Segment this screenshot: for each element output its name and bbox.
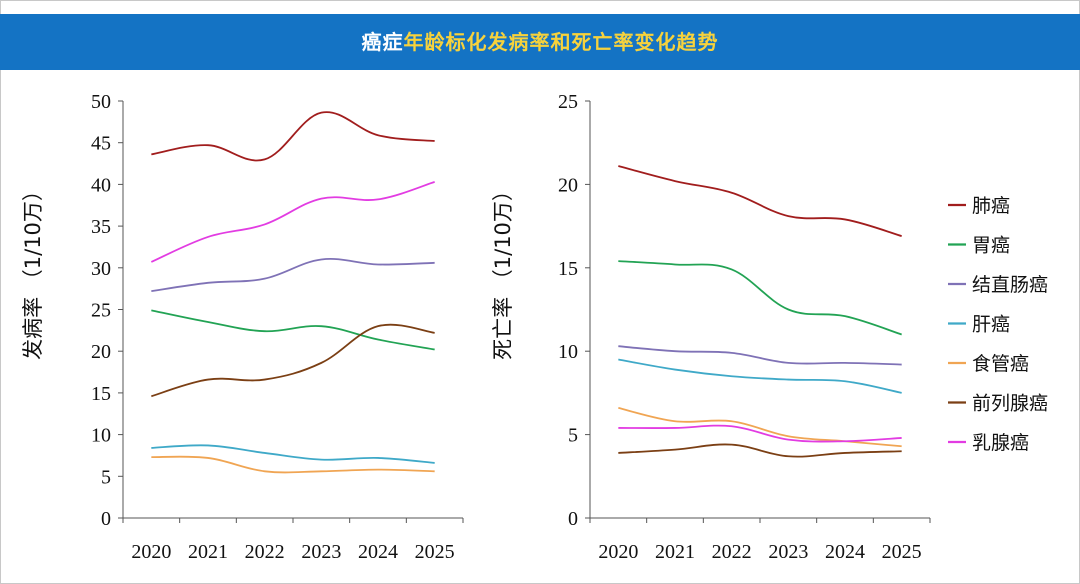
mortality-x-tick-label: 2020 — [598, 541, 638, 563]
mortality-series-line — [618, 443, 902, 458]
mortality-x-tick-label: 2024 — [825, 541, 865, 563]
incidence-y-tick-label: 10 — [91, 425, 111, 447]
incidence-series-line — [150, 181, 435, 263]
mortality-y-tick-label: 20 — [558, 174, 578, 196]
incidence-series-line — [151, 455, 435, 474]
incidence-y-tick-label: 5 — [101, 466, 111, 488]
incidence-series-line — [151, 323, 435, 398]
incidence-y-tick-label: 45 — [91, 133, 111, 155]
legend-label: 肝癌 — [972, 314, 1010, 336]
title-part-yellow: 年龄标化发病率和死亡率变化趋势 — [403, 30, 719, 54]
incidence-y-axis-title: 发病率 （1/10万） — [21, 180, 45, 360]
mortality-series-line — [618, 165, 902, 237]
mortality-x-tick-label: 2023 — [768, 541, 808, 563]
incidence-series-line — [151, 258, 435, 293]
incidence-y-tick-label: 35 — [91, 216, 111, 238]
mortality-y-tick-label: 5 — [568, 425, 578, 447]
legend-label: 前列腺癌 — [972, 393, 1048, 415]
mortality-series-line — [618, 345, 902, 366]
mortality-y-tick-label: 0 — [568, 508, 578, 530]
mortality-series-line — [618, 424, 902, 443]
incidence-x-tick-label: 2020 — [131, 541, 171, 563]
incidence-x-tick-label: 2021 — [188, 541, 228, 563]
incidence-y-tick-label: 30 — [91, 258, 111, 280]
mortality-series-line — [618, 260, 902, 336]
incidence-series-line — [151, 444, 435, 464]
incidence-x-tick-label: 2023 — [301, 541, 341, 563]
mortality-y-tick-label: 25 — [558, 91, 578, 113]
mortality-series-line — [618, 358, 902, 394]
title-banner: 癌症年龄标化发病率和死亡率变化趋势 — [0, 14, 1080, 70]
incidence-series-line — [151, 309, 435, 351]
legend-label: 胃癌 — [972, 235, 1010, 257]
legend-label: 乳腺癌 — [972, 432, 1029, 454]
incidence-series-line — [151, 111, 435, 162]
incidence-y-tick-label: 50 — [91, 91, 111, 113]
incidence-x-tick-label: 2024 — [358, 541, 398, 563]
mortality-y-tick-label: 10 — [558, 341, 578, 363]
incidence-y-tick-label: 25 — [91, 300, 111, 322]
mortality-x-tick-label: 2022 — [712, 541, 752, 563]
incidence-y-tick-label: 20 — [91, 341, 111, 363]
incidence-y-tick-label: 40 — [91, 174, 111, 196]
title-part-white: 癌症 — [361, 30, 404, 54]
legend-label: 结直肠癌 — [972, 274, 1048, 296]
incidence-y-tick-label: 0 — [101, 508, 111, 530]
mortality-y-tick-label: 15 — [558, 258, 578, 280]
incidence-x-tick-label: 2022 — [245, 541, 285, 563]
incidence-x-tick-label: 2025 — [415, 541, 455, 563]
mortality-x-tick-label: 2025 — [882, 541, 922, 563]
legend-label: 肺癌 — [972, 195, 1010, 217]
mortality-x-tick-label: 2021 — [655, 541, 695, 563]
legend-label: 食管癌 — [972, 353, 1029, 375]
mortality-y-axis-title: 死亡率 （1/10万） — [491, 180, 515, 360]
incidence-y-tick-label: 15 — [91, 383, 111, 405]
